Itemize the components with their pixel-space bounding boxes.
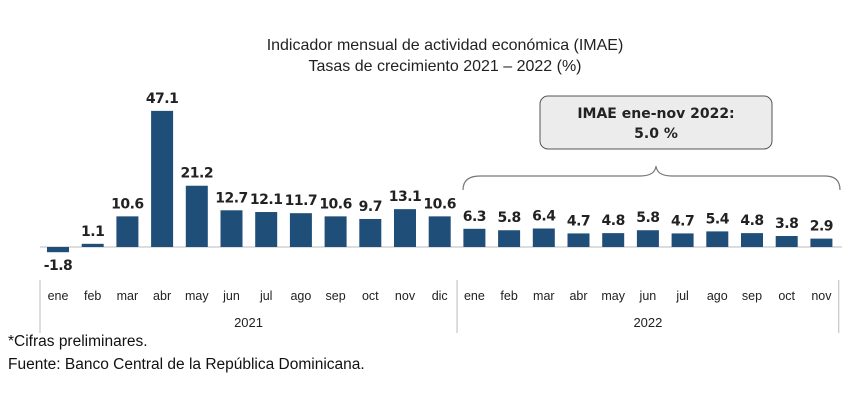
x-tick-label: ene (48, 289, 69, 303)
value-label: 4.8 (602, 213, 625, 229)
x-tick-label: ago (707, 289, 728, 303)
value-label: 10.6 (423, 196, 456, 212)
bar-mar (116, 216, 139, 247)
value-label: 4.8 (740, 213, 763, 229)
annotation: IMAE ene-nov 2022: 5.0 % (462, 95, 841, 191)
x-tick-label: abr (569, 289, 587, 303)
value-label: -1.8 (44, 258, 73, 274)
x-tick-label: sep (326, 289, 346, 303)
x-tick-label: jun (639, 289, 657, 303)
x-tick-label: oct (362, 289, 379, 303)
x-tick-label: mar (533, 289, 555, 303)
value-label: 5.4 (706, 211, 730, 227)
bar-oct (775, 236, 798, 247)
x-tick-label: feb (500, 289, 517, 303)
value-label: 1.1 (81, 224, 104, 240)
bar-feb (498, 230, 521, 247)
group-label: 2021 (234, 315, 263, 330)
x-tick-label: feb (84, 289, 101, 303)
x-tick-label: may (601, 289, 625, 303)
value-label: 5.8 (636, 210, 659, 226)
x-tick-label: may (185, 289, 209, 303)
bar-abr (151, 110, 174, 247)
x-tick-label: jul (675, 289, 689, 303)
bar-nov (394, 209, 416, 247)
x-tick-label: abr (153, 289, 171, 303)
value-label: 21.2 (181, 166, 214, 182)
imae-bar-chart: Indicador mensual de actividad económica… (39, 37, 842, 333)
preliminary-note: *Cifras preliminares. (8, 333, 148, 350)
bar-sep (741, 233, 763, 247)
bar-dic (428, 216, 451, 247)
x-tick-label: mar (117, 289, 139, 303)
value-label: 6.4 (532, 209, 556, 225)
bar-may (602, 233, 625, 247)
bar-oct (359, 218, 382, 247)
value-label: 10.6 (319, 196, 352, 212)
annotation-brace (462, 165, 841, 191)
value-label: 12.7 (215, 190, 248, 206)
x-tick-label: ene (464, 289, 485, 303)
bar-may (185, 185, 208, 247)
x-tick-label: oct (778, 289, 795, 303)
x-tick-label: sep (742, 289, 762, 303)
annotation-box (539, 95, 773, 150)
value-label: 13.1 (389, 189, 422, 205)
bar-jun (636, 230, 659, 247)
bar-ago (289, 213, 312, 247)
value-label: 6.3 (463, 209, 486, 225)
bar-jul (255, 212, 278, 247)
value-label: 9.7 (359, 199, 382, 215)
chart-title: Indicador mensual de actividad económica… (267, 37, 624, 54)
value-label: 5.8 (497, 210, 520, 226)
x-tick-label: jul (259, 289, 273, 303)
value-label: 2.9 (810, 219, 833, 235)
source-note: Fuente: Banco Central de la República Do… (8, 356, 365, 373)
bar-ene (463, 228, 486, 247)
chart-subtitle: Tasas de crecimiento 2021 – 2022 (%) (308, 58, 581, 75)
value-label: 47.1 (146, 91, 179, 107)
value-label: 12.1 (250, 192, 283, 208)
bar-ago (706, 231, 729, 247)
value-label: 3.8 (775, 216, 798, 232)
x-tick-label: nov (395, 289, 416, 303)
bar-nov (810, 238, 833, 247)
value-label: 10.6 (111, 196, 144, 212)
bar-jul (671, 233, 694, 247)
bar-sep (324, 216, 347, 247)
bar-feb (81, 243, 104, 247)
bar-jun (220, 210, 243, 247)
x-tick-label: ago (290, 289, 311, 303)
x-tick-label: jun (222, 289, 240, 303)
annotation-line2: 5.0 % (634, 126, 678, 142)
bar-abr (567, 233, 590, 247)
value-label: 11.7 (285, 193, 318, 209)
x-tick-label: dic (432, 289, 448, 303)
bar-ene (47, 247, 69, 253)
group-label: 2022 (633, 315, 662, 330)
value-label: 4.7 (567, 213, 590, 229)
x-tick-label: nov (811, 289, 832, 303)
bar-mar (532, 228, 555, 247)
annotation-line1: IMAE ene-nov 2022: (577, 106, 734, 122)
value-label: 4.7 (671, 213, 694, 229)
